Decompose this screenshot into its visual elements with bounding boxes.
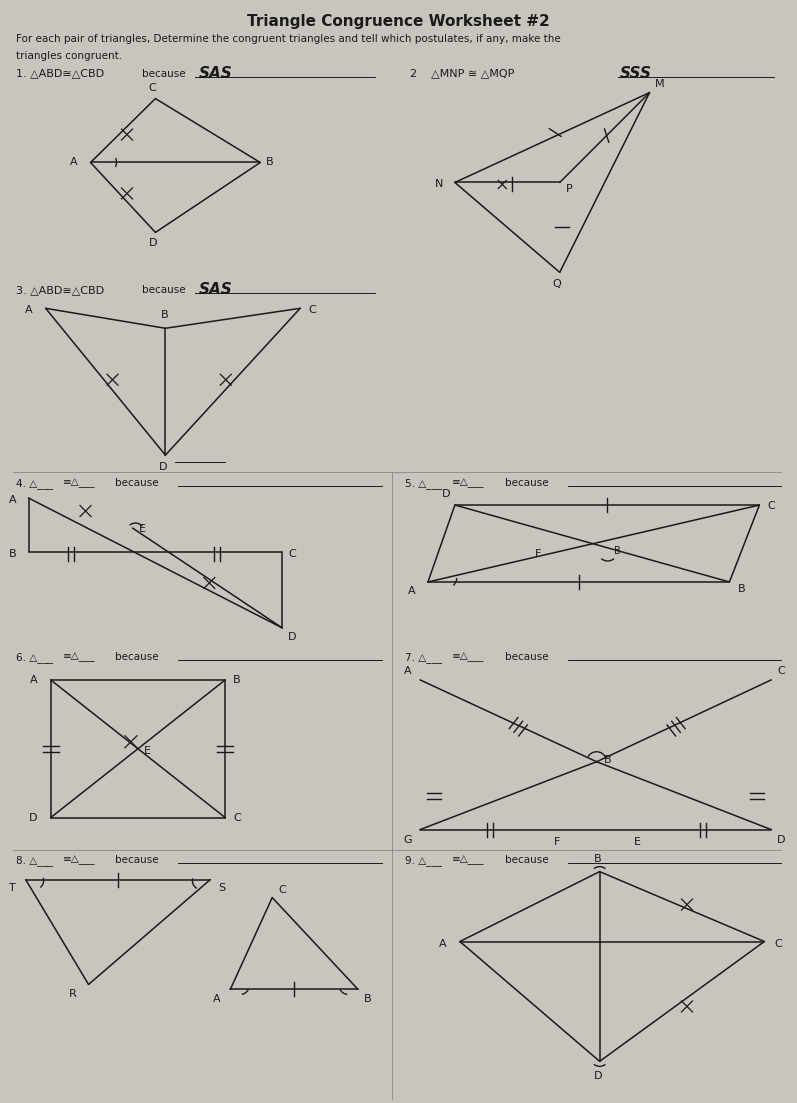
Text: 6. △___: 6. △___ (16, 652, 53, 663)
Text: ≡△___: ≡△___ (452, 855, 485, 865)
Text: A: A (439, 939, 447, 949)
Text: 7. △___: 7. △___ (405, 652, 442, 663)
Text: C: C (768, 501, 775, 511)
Text: ≡△___: ≡△___ (452, 478, 485, 489)
Text: 8. △___: 8. △___ (16, 855, 53, 866)
Text: F: F (536, 549, 542, 559)
Text: SSS: SSS (619, 65, 652, 81)
Text: 3. △ABD≅△CBD: 3. △ABD≅△CBD (16, 286, 104, 296)
Text: E: E (139, 524, 146, 534)
Text: E: E (144, 746, 151, 756)
Text: 2    △MNP ≅ △MQP: 2 △MNP ≅ △MQP (410, 68, 514, 78)
Text: E: E (634, 837, 641, 847)
Text: A: A (30, 675, 37, 685)
Text: P: P (566, 184, 572, 194)
Text: D: D (777, 835, 786, 845)
Text: G: G (403, 835, 412, 845)
Text: ≡△___: ≡△___ (63, 652, 95, 662)
Text: F: F (554, 837, 560, 847)
Text: A: A (213, 995, 220, 1005)
Text: 1. △ABD≅△CBD: 1. △ABD≅△CBD (16, 68, 104, 78)
Text: T: T (9, 882, 16, 892)
Text: B: B (603, 754, 611, 764)
Text: D: D (442, 489, 450, 499)
Text: D: D (289, 632, 296, 642)
Text: For each pair of triangles, Determine the congruent triangles and tell which pos: For each pair of triangles, Determine th… (16, 34, 560, 44)
Text: B: B (9, 549, 17, 559)
Text: ≡△___: ≡△___ (63, 478, 95, 489)
Text: B: B (737, 583, 745, 593)
Text: ≡△___: ≡△___ (452, 652, 485, 662)
Text: C: C (148, 83, 156, 93)
Text: D: D (594, 1071, 602, 1081)
Text: D: D (159, 462, 167, 472)
Text: Triangle Congruence Worksheet #2: Triangle Congruence Worksheet #2 (247, 13, 550, 29)
Text: B: B (614, 546, 620, 556)
Text: B: B (161, 310, 168, 320)
Text: because: because (505, 855, 548, 865)
Text: triangles congruent.: triangles congruent. (16, 51, 122, 61)
Text: B: B (266, 158, 274, 168)
Text: A: A (408, 586, 416, 596)
Text: B: B (364, 995, 371, 1005)
Text: because: because (143, 286, 186, 296)
Text: B: B (234, 675, 241, 685)
Text: A: A (25, 306, 33, 315)
Text: because: because (116, 478, 159, 489)
Text: S: S (218, 882, 226, 892)
Text: C: C (278, 885, 286, 895)
Text: N: N (434, 180, 443, 190)
Text: C: C (234, 813, 241, 823)
Text: 4. △___: 4. △___ (16, 478, 53, 489)
Text: ≡△___: ≡△___ (63, 855, 95, 865)
Text: because: because (505, 652, 548, 662)
Text: because: because (505, 478, 548, 489)
Text: SAS: SAS (198, 65, 232, 81)
Text: C: C (775, 939, 782, 949)
Text: D: D (149, 238, 158, 248)
Text: A: A (70, 158, 77, 168)
Text: D: D (29, 813, 37, 823)
Text: C: C (289, 549, 296, 559)
Text: C: C (308, 306, 316, 315)
Text: 9. △___: 9. △___ (405, 855, 442, 866)
Text: SAS: SAS (198, 282, 232, 298)
Text: R: R (69, 989, 77, 999)
Text: because: because (116, 652, 159, 662)
Text: A: A (9, 495, 17, 505)
Text: because: because (143, 68, 186, 78)
Text: 5. △___: 5. △___ (405, 478, 442, 489)
Text: Q: Q (552, 279, 561, 289)
Text: B: B (594, 854, 602, 864)
Text: C: C (777, 666, 785, 676)
Text: M: M (654, 78, 664, 88)
Text: because: because (116, 855, 159, 865)
Text: A: A (404, 666, 412, 676)
